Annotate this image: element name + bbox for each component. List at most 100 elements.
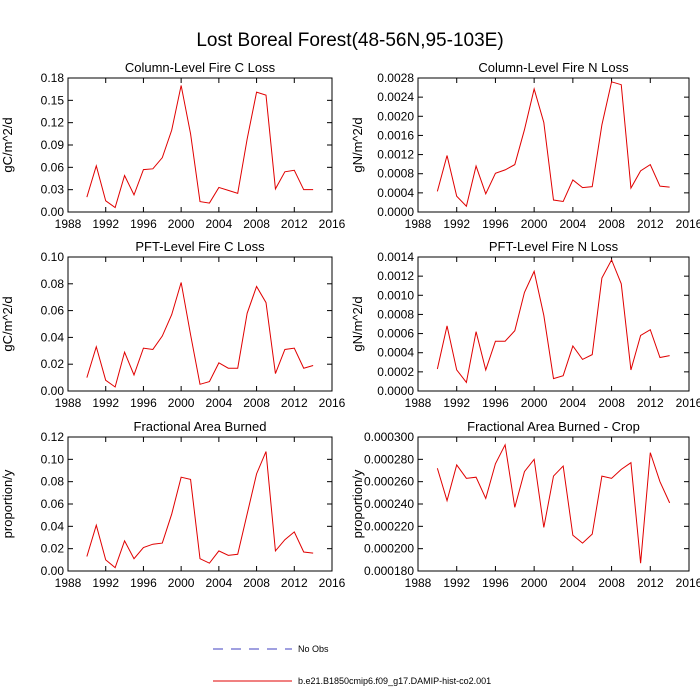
series-line (86, 85, 314, 209)
panel-title: Fractional Area Burned - Crop (467, 419, 640, 434)
x-tick-label: 2012 (281, 576, 308, 590)
x-tick-label: 2016 (319, 576, 346, 590)
x-tick-label: 2016 (676, 396, 700, 410)
x-tick-label: 1988 (55, 576, 82, 590)
y-tick-label: 0.0012 (377, 269, 414, 283)
x-tick-label: 1992 (92, 576, 119, 590)
panel-title: PFT-Level Fire C Loss (135, 239, 265, 254)
panel-2: Column-Level Fire N Loss gN/m^2/d 1988 1992… (350, 60, 700, 231)
y-tick-label: 0.09 (41, 138, 65, 152)
y-tick-label: 0.0028 (377, 71, 414, 85)
x-tick-label: 2004 (206, 217, 233, 231)
x-tick-label: 1992 (443, 217, 470, 231)
y-tick-label: 0.12 (41, 116, 65, 130)
plot-frame (417, 256, 690, 392)
y-tick-label: 0.06 (41, 497, 65, 511)
x-tick-label: 2012 (281, 396, 308, 410)
y-tick-label: 0.06 (41, 304, 65, 318)
y-tick-label: 0.00 (41, 205, 65, 219)
panel-title: Column-Level Fire N Loss (478, 60, 629, 75)
x-tick-label: 1996 (130, 576, 157, 590)
x-tick-label: 2004 (206, 396, 233, 410)
y-tick-label: 0.0008 (377, 167, 414, 181)
legend-model-label: b.e21.B1850cmip6.f09_g17.DAMIP-hist-co2.… (298, 676, 491, 686)
x-tick-label: 2004 (206, 576, 233, 590)
y-tick-label: 0.00 (41, 564, 65, 578)
y-tick-label: 0.0004 (377, 346, 414, 360)
y-tick-label: 0.0012 (377, 148, 414, 162)
panel-4: PFT-Level Fire N Loss gN/m^2/d 1988 1992 199… (350, 239, 700, 410)
y-tick-label: 0.15 (41, 93, 65, 107)
y-tick-label: 0.08 (41, 277, 65, 291)
y-tick-label: 0.0014 (377, 250, 414, 264)
y-tick-label: 0.02 (41, 542, 65, 556)
x-tick-label: 2016 (676, 576, 700, 590)
panel-5: Fractional Area Burned proportion/y 1988 19… (0, 419, 346, 590)
y-tick-label: 0.03 (41, 183, 65, 197)
x-tick-label: 1988 (55, 396, 82, 410)
x-tick-label: 2000 (168, 396, 195, 410)
x-tick-label: 2008 (243, 396, 270, 410)
y-tick-label: 0.000180 (364, 564, 414, 578)
plot-frame (67, 256, 333, 392)
x-tick-label: 2012 (637, 576, 664, 590)
x-tick-label: 1996 (130, 217, 157, 231)
x-tick-label: 2012 (637, 217, 664, 231)
y-tick-label: 0.06 (41, 160, 65, 174)
x-tick-label: 2016 (319, 396, 346, 410)
series-line (436, 258, 670, 384)
y-tick-label: 0.000220 (364, 519, 414, 533)
y-tick-label: 0.000280 (364, 452, 414, 466)
y-tick-label: 0.04 (41, 330, 65, 344)
panel-title: Column-Level Fire C Loss (125, 60, 276, 75)
legend-obs-label: No Obs (298, 644, 329, 654)
series-line (436, 443, 671, 564)
x-tick-label: 1992 (92, 396, 119, 410)
x-tick-label: 2000 (521, 217, 548, 231)
x-tick-label: 1988 (405, 576, 432, 590)
y-tick-label: 0.000240 (364, 497, 414, 511)
legend: No Obs b.e21.B1850cmip6.f09_g17.DAMIP-hi… (213, 644, 491, 686)
y-tick-label: 0.0006 (377, 327, 414, 341)
x-tick-label: 1996 (482, 217, 509, 231)
y-tick-label: 0.000200 (364, 542, 414, 556)
y-tick-label: 0.04 (41, 519, 65, 533)
x-tick-label: 2016 (676, 217, 700, 231)
y-tick-label: 0.000300 (364, 430, 414, 444)
x-tick-label: 2000 (168, 217, 195, 231)
y-axis-label: gN/m^2/d (350, 117, 365, 172)
y-tick-label: 0.10 (41, 452, 65, 466)
x-tick-label: 2012 (637, 396, 664, 410)
x-tick-label: 2000 (168, 576, 195, 590)
x-tick-label: 2012 (281, 217, 308, 231)
series-line (86, 282, 314, 388)
x-tick-label: 2004 (560, 576, 587, 590)
x-tick-label: 2000 (521, 576, 548, 590)
y-tick-label: 0.0008 (377, 307, 414, 321)
x-tick-label: 2004 (560, 217, 587, 231)
y-tick-label: 0.0000 (377, 205, 414, 219)
plot-frame (67, 436, 333, 572)
x-tick-label: 2008 (598, 396, 625, 410)
y-axis-label: gC/m^2/d (0, 296, 15, 351)
x-tick-label: 1988 (405, 396, 432, 410)
x-tick-label: 1988 (405, 217, 432, 231)
y-tick-label: 0.0020 (377, 109, 414, 123)
y-tick-label: 0.0010 (377, 288, 414, 302)
y-tick-label: 0.12 (41, 430, 65, 444)
y-tick-label: 0.0004 (377, 186, 414, 200)
y-tick-label: 0.000260 (364, 475, 414, 489)
panel-1: Column-Level Fire C Loss gC/m^2/d 1988 1992… (0, 60, 346, 231)
y-tick-label: 0.0002 (377, 365, 414, 379)
series-line (86, 451, 314, 569)
y-axis-label: gC/m^2/d (0, 117, 15, 172)
y-axis-label: proportion/y (0, 469, 15, 538)
y-tick-label: 0.08 (41, 475, 65, 489)
y-tick-label: 0.00 (41, 384, 65, 398)
x-tick-label: 2008 (598, 576, 625, 590)
y-tick-label: 0.10 (41, 250, 65, 264)
x-tick-label: 2016 (319, 217, 346, 231)
panels-container: Column-Level Fire C Loss gC/m^2/d 1988 1992… (0, 60, 700, 590)
figure-title: Lost Boreal Forest(48-56N,95-103E) (196, 30, 503, 51)
